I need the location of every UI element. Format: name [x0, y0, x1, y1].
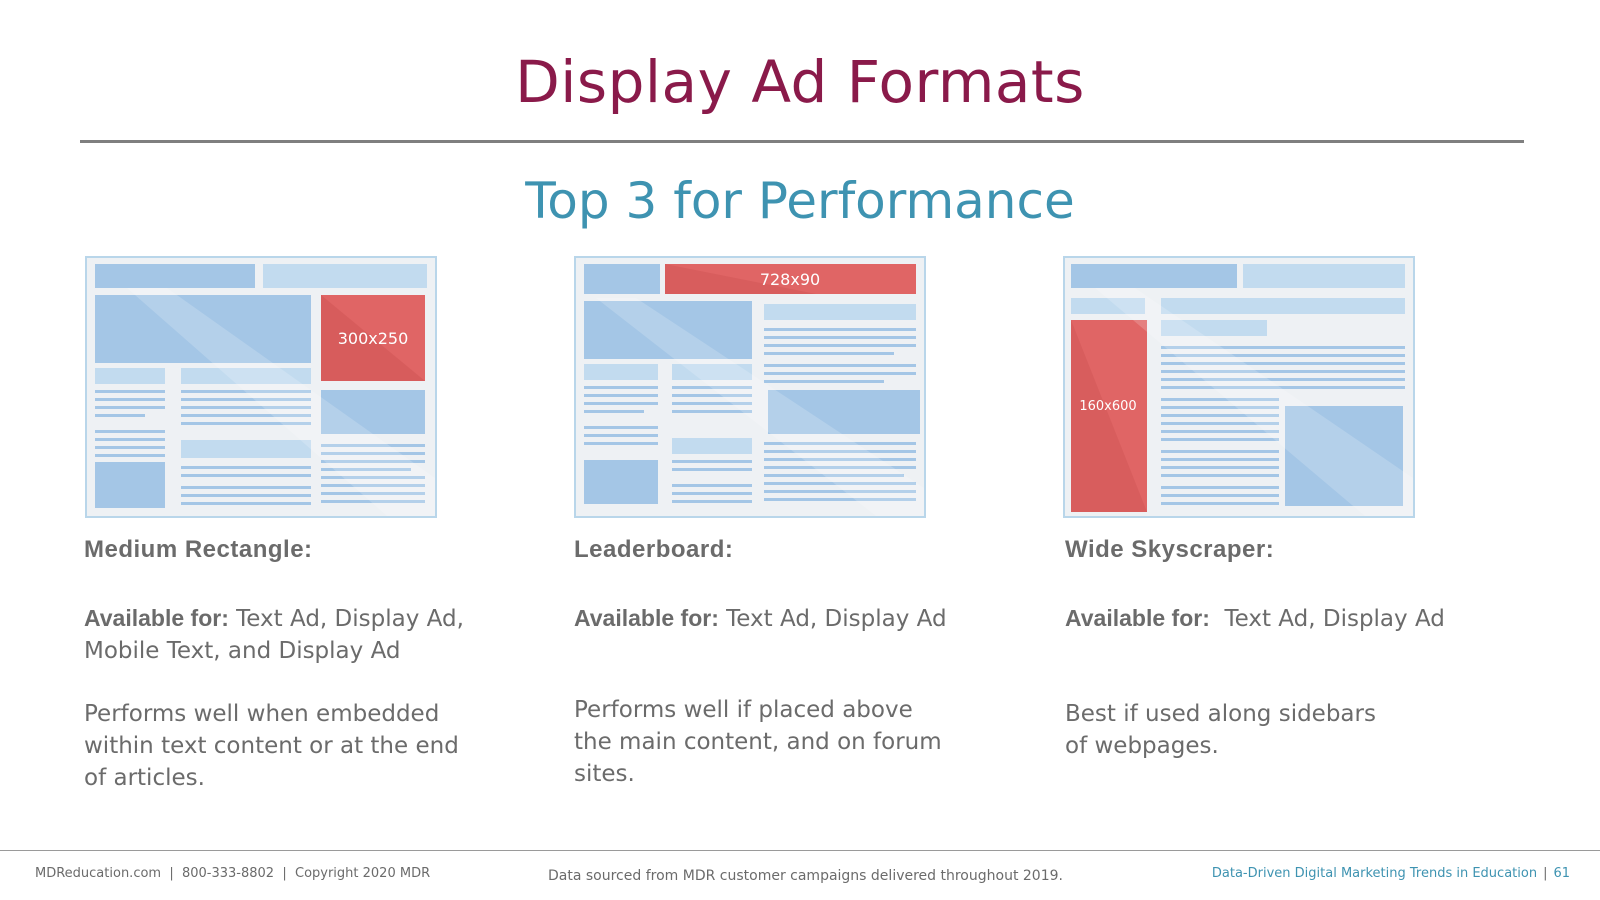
slide-subtitle: Top 3 for Performance [525, 172, 1075, 230]
leaderboard-column: Leaderboard: Available for: Text Ad, Dis… [574, 536, 984, 796]
medium-rectangle-mockup: 300x250 [85, 256, 437, 518]
report-title: Data-Driven Digital Marketing Trends in … [1211, 866, 1538, 881]
ad-size-label: 728x90 [760, 270, 820, 289]
page-number: 61 [1553, 866, 1570, 881]
footer-separator: | [1543, 866, 1548, 881]
slide-title: Display Ad Formats [515, 48, 1085, 116]
footer-contact: MDReducation.com | 800-333-8802 | Copyri… [35, 866, 431, 881]
leaderboard-mockup: 728x90 [574, 256, 926, 518]
footer-divider [0, 850, 1600, 851]
availability-value: Text Ad, Display Ad, Mobile Text, and Di… [84, 606, 464, 664]
availability-label: Available for: [1065, 605, 1210, 631]
availability-label: Available for: [84, 605, 229, 631]
medium-rectangle-column: Medium Rectangle: Available for: Text Ad… [84, 536, 494, 796]
title-divider [80, 140, 1524, 143]
availability-value: Text Ad, Display Ad [1209, 606, 1445, 632]
availability-text: Available for: Text Ad, Display Ad [574, 602, 984, 635]
footer-source-note: Data sourced from MDR customer campaigns… [548, 868, 1063, 884]
footer-report-info: Data-Driven Digital Marketing Trends in … [1212, 866, 1570, 881]
availability-text: Available for: Text Ad, Display Ad, Mobi… [84, 602, 494, 667]
availability-label: Available for: [574, 605, 719, 631]
format-name: Leaderboard: [574, 536, 734, 563]
format-description: Performs well if placed above the main c… [574, 697, 942, 787]
ad-size-label: 300x250 [338, 329, 409, 348]
availability-value: Text Ad, Display Ad [718, 606, 947, 632]
format-name: Medium Rectangle: [84, 536, 313, 563]
wide-skyscraper-column: Wide Skyscraper: Available for: Text Ad,… [1065, 536, 1475, 796]
ad-size-label: 160x600 [1079, 399, 1136, 414]
format-name: Wide Skyscraper: [1065, 536, 1275, 563]
wide-skyscraper-mockup: 160x600 [1063, 256, 1415, 518]
format-description: Best if used along sidebars of webpages. [1065, 701, 1376, 759]
format-description: Performs well when embedded within text … [84, 701, 459, 791]
availability-text: Available for: Text Ad, Display Ad [1065, 602, 1475, 635]
